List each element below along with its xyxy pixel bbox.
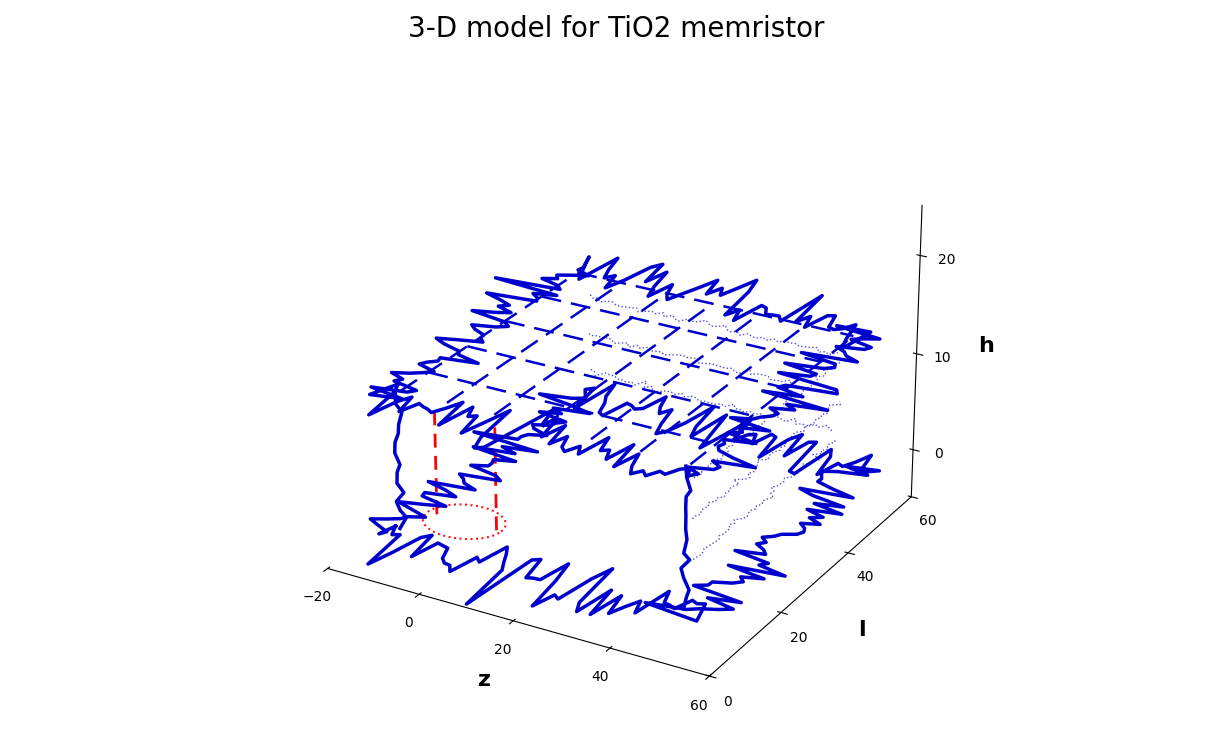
- X-axis label: z: z: [478, 670, 492, 690]
- Y-axis label: l: l: [859, 620, 866, 640]
- Title: 3-D model for TiO2 memristor: 3-D model for TiO2 memristor: [408, 15, 824, 43]
